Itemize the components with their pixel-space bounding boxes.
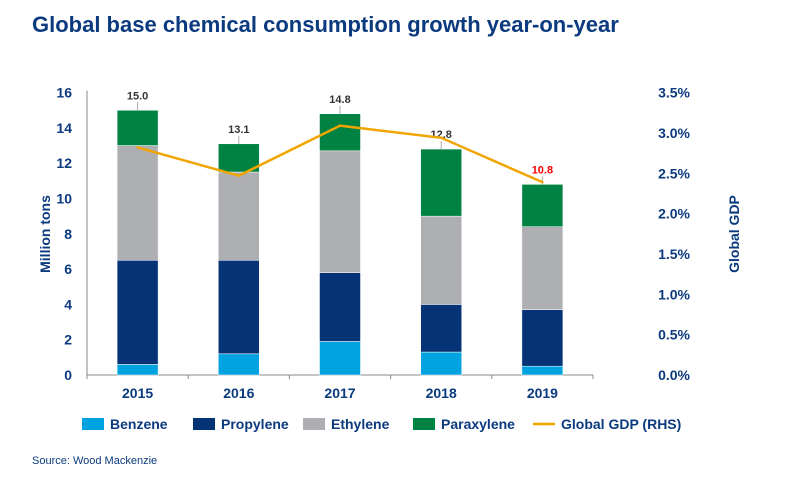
total-label: 14.8	[329, 94, 350, 106]
legend-swatch-benzene	[82, 418, 104, 430]
bar-paraxylene	[521, 184, 564, 227]
bar-benzene	[319, 341, 361, 376]
x-tick-label: 2019	[527, 385, 558, 401]
gdp-point	[136, 146, 139, 149]
bar-propylene	[218, 260, 260, 355]
legend-label-ethylene: Ethylene	[331, 416, 390, 432]
y2-tick-label: 3.5%	[658, 85, 690, 101]
gdp-point	[541, 180, 544, 184]
y-tick-label: 14	[56, 120, 72, 136]
bar-ethylene	[319, 150, 361, 273]
x-tick-label: 2018	[426, 385, 457, 401]
y-tick-label: 0	[64, 367, 72, 383]
total-label: 13.1	[228, 124, 249, 136]
gdp-point	[440, 136, 443, 139]
legend-label-propylene: Propylene	[221, 416, 289, 432]
bar-paraxylene	[116, 110, 159, 146]
bar-benzene	[521, 365, 564, 376]
gdp-point	[237, 174, 240, 177]
legend-swatch-ethylene	[303, 418, 325, 430]
y2-tick-label: 0.0%	[658, 367, 690, 383]
bar-benzene	[420, 351, 462, 376]
bar-propylene	[420, 304, 462, 353]
total-label: 12.8	[430, 129, 451, 141]
y2-tick-label: 3.0%	[658, 125, 690, 141]
y-tick-label: 6	[64, 261, 72, 277]
y-tick-label: 8	[64, 226, 72, 242]
bar-ethylene	[521, 226, 564, 310]
legend-swatch-paraxylene	[413, 418, 435, 430]
y2-axis-label: Global GDP	[726, 195, 742, 273]
gdp-point	[338, 124, 342, 127]
x-tick-label: 2017	[324, 385, 355, 401]
y2-tick-label: 2.0%	[658, 206, 690, 222]
bar-ethylene	[218, 171, 260, 261]
chart-title: Global base chemical consumption growth …	[32, 12, 619, 37]
bar-benzene	[218, 353, 260, 376]
y-tick-label: 10	[56, 191, 72, 207]
total-label: 15.0	[127, 90, 148, 102]
bar-ethylene	[116, 145, 159, 261]
y2-tick-label: 0.5%	[658, 327, 690, 343]
y2-tick-label: 1.5%	[658, 246, 690, 262]
bar-ethylene	[420, 215, 462, 305]
total-label: 10.8	[532, 164, 553, 176]
y2-tick-label: 2.5%	[658, 165, 690, 181]
bar-paraxylene	[218, 143, 260, 173]
y-tick-label: 4	[64, 296, 72, 312]
y-tick-label: 2	[64, 332, 72, 348]
legend-label-paraxylene: Paraxylene	[441, 416, 515, 432]
y-tick-label: 16	[56, 85, 72, 101]
bar-propylene	[116, 260, 159, 365]
x-tick-label: 2015	[122, 385, 153, 401]
source-note: Source: Wood Mackenzie	[32, 455, 158, 467]
bar-propylene	[319, 272, 361, 342]
y2-tick-label: 1.0%	[658, 286, 690, 302]
x-tick-label: 2016	[223, 385, 254, 401]
legend-label-benzene: Benzene	[110, 416, 168, 432]
y-axis-label: Million tons	[37, 195, 53, 273]
y-tick-label: 12	[56, 155, 72, 171]
bar-propylene	[521, 309, 564, 367]
bar-paraxylene	[420, 148, 462, 217]
bar-benzene	[116, 364, 159, 376]
legend-swatch-propylene	[193, 418, 215, 430]
legend-label-gdp: Global GDP (RHS)	[561, 416, 681, 432]
